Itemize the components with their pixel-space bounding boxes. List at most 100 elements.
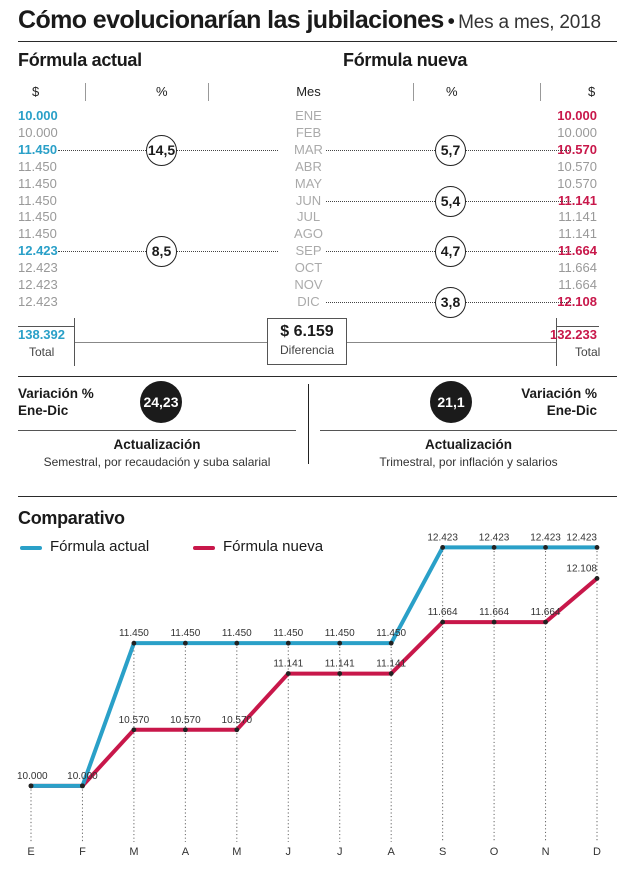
data-label-nueva: 11.141: [273, 659, 303, 670]
col-sep: [540, 83, 541, 101]
data-point-nueva: [388, 671, 394, 676]
series-line-nueva: [29, 576, 599, 788]
actual-value: 12.423: [18, 260, 58, 276]
data-label-actual: 12.423: [530, 532, 561, 543]
data-point-actual: [388, 640, 394, 646]
update-title-right: Actualización: [424, 437, 513, 452]
data-label-nueva: 11.664: [428, 607, 458, 618]
difference-value: $ 6.159: [280, 323, 334, 340]
variation-label-line: Ene-Dic: [18, 403, 69, 418]
total-bracket: [556, 326, 599, 327]
total-actual-label: Total: [29, 345, 55, 359]
data-label-nueva: 10.570: [170, 715, 201, 726]
data-label-actual: 10.000: [17, 771, 48, 782]
month-label: OCT: [294, 260, 323, 276]
variation-label-left: Variación % Ene-Dic: [18, 385, 94, 419]
total-connector: [75, 342, 267, 343]
nueva-pct-badge: 5,7: [435, 134, 466, 166]
comparativo-rule: [18, 496, 617, 497]
x-tick-label: D: [593, 846, 601, 858]
data-point-nueva: [543, 619, 548, 625]
data-label-actual: 12.423: [427, 532, 458, 543]
variation-label-line: Variación %: [18, 386, 94, 401]
data-point-nueva: [594, 576, 600, 581]
col-sep: [85, 83, 86, 101]
data-label-actual: 12.423: [479, 532, 510, 543]
nueva-value: 10.000: [557, 108, 597, 123]
total-nueva-label: Total: [575, 345, 601, 359]
col-sep: [208, 83, 209, 101]
actual-value: 11.450: [18, 141, 58, 157]
data-point-actual: [337, 640, 343, 646]
actual-value: 11.450: [18, 192, 57, 208]
data-label-actual: 12.423: [566, 532, 597, 543]
month-label: AGO: [294, 226, 323, 242]
col-sep: [413, 83, 414, 101]
nueva-value: 10.570: [557, 141, 597, 157]
left-title: Fórmula actual: [18, 50, 142, 70]
data-label-actual: 11.450: [376, 628, 406, 639]
variation-label-line: Ene-Dic: [546, 403, 597, 418]
actual-pct-badge: 14,5: [146, 134, 177, 166]
data-label-nueva: 11.141: [325, 659, 355, 670]
update-desc-left: Semestral, por recaudación y suba salari…: [43, 455, 271, 469]
x-tick-label: F: [79, 846, 86, 858]
title-text: Cómo evolucionarían las jubilaciones: [18, 6, 444, 34]
nueva-value: 10.570: [557, 175, 597, 191]
subtitle: Mes a mes, 2018: [458, 12, 601, 33]
nueva-value: 11.664: [558, 277, 597, 292]
data-label-actual: 11.450: [170, 628, 200, 639]
variation-label-right: Variación % Ene-Dic: [521, 385, 597, 419]
data-label-actual: 11.450: [119, 628, 149, 639]
data-point-actual: [285, 640, 291, 646]
total-actual: 138.392: [18, 327, 65, 342]
data-point-actual: [440, 545, 446, 550]
title-bullet: •: [447, 11, 455, 33]
actual-value: 11.450: [18, 209, 57, 225]
nueva-value: 11.141: [557, 192, 597, 208]
data-label-actual: 11.450: [222, 628, 252, 639]
month-label: JUL: [296, 209, 321, 225]
x-tick-label: E: [27, 846, 34, 858]
legend-label-actual: Fórmula actual: [50, 538, 150, 555]
actual-pct-badge: 8,5: [146, 236, 177, 268]
actual-value: 11.450: [18, 175, 57, 191]
comparativo-title: Comparativo: [18, 508, 125, 528]
update-title-left: Actualización: [113, 437, 201, 452]
right-title: Fórmula nueva: [343, 50, 468, 70]
variation-rule: [18, 376, 617, 377]
data-point-nueva: [285, 671, 291, 676]
data-point-actual: [491, 545, 497, 550]
month-label: SEP: [295, 243, 322, 259]
col-pct-left: %: [156, 84, 168, 99]
x-tick-label: N: [542, 846, 550, 858]
series-line-actual: [29, 545, 599, 788]
data-point-actual: [594, 545, 600, 550]
x-tick-label: M: [129, 846, 138, 858]
data-label-nueva: 10.570: [222, 715, 253, 726]
nueva-value: 11.664: [558, 260, 597, 276]
update-rule-left: [18, 430, 296, 431]
legend-swatch-actual: [20, 546, 42, 550]
total-bracket: [74, 318, 75, 366]
actual-value: 12.423: [18, 293, 58, 309]
x-tick-label: O: [490, 846, 499, 858]
x-tick-label: M: [232, 846, 241, 858]
actual-value: 11.450: [18, 158, 57, 174]
x-tick-label: A: [182, 846, 190, 858]
nueva-value: 11.664: [557, 243, 597, 259]
month-label: JUN: [295, 192, 322, 208]
top-rule: [18, 41, 617, 42]
actual-value: 12.423: [18, 277, 58, 292]
data-point-nueva: [440, 619, 446, 625]
x-tick-label: S: [439, 846, 446, 858]
nueva-value: 11.141: [558, 226, 597, 242]
data-point-nueva: [80, 783, 85, 789]
nueva-value: 10.570: [557, 158, 597, 174]
total-connector: [347, 342, 556, 343]
total-bracket: [18, 326, 74, 327]
variation-label-line: Variación %: [521, 386, 597, 401]
variation-actual-badge: 24,23: [140, 381, 182, 423]
legend-label-nueva: Fórmula nueva: [223, 538, 324, 555]
data-label-nueva: 12.108: [566, 563, 597, 574]
